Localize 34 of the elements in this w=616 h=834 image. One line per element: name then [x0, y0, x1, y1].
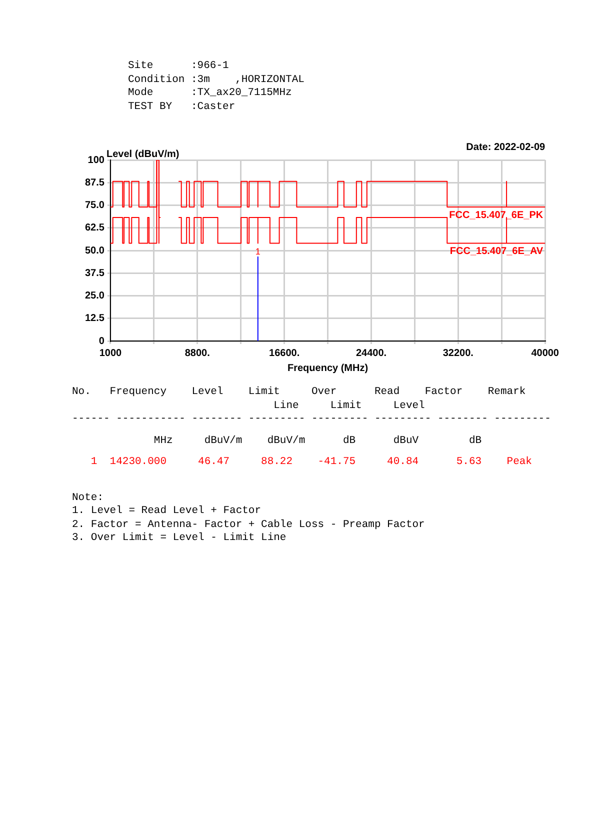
text: ------ ----------- -------- --------- --------- --------- -------- --------- [72, 413, 551, 426]
x-tick-label: 16600. [269, 348, 300, 359]
text: Line Limit Level [272, 400, 426, 413]
text: TEST BY :Caster [128, 100, 236, 114]
y-tick-label: 62.5 [84, 222, 105, 234]
text: Mode :TX_ax20_7115MHz [128, 87, 293, 100]
y-tick-label: 12.5 [84, 313, 105, 324]
text: 1. Level = Read Level + Factor [72, 505, 262, 518]
y-tick-label: 0 [98, 336, 105, 347]
text: Condition :3m ,HORIZONTAL [128, 74, 304, 87]
text: MHz dBuV/m dBuV/m dB dBuV dB [152, 434, 483, 448]
text: No. Frequency Level Limit Over Read Factor Remark [72, 386, 527, 400]
series-label: FCC_15.407_6E_AV [450, 246, 544, 258]
y-tick-label: 25.0 [84, 290, 105, 302]
y-tick-label: 87.5 [84, 177, 105, 188]
x-tick-label: 1000 [99, 348, 122, 359]
y-tick-label: 75.0 [84, 200, 105, 211]
x-tick-label: 32200. [442, 348, 474, 359]
annotation: 1 [255, 246, 260, 256]
x-tick-label: 24400. [356, 348, 387, 359]
x-tick-label: 40000 [531, 348, 560, 359]
text: 2. Factor = Antenna- Factor + Cable Loss - Preamp Factor [72, 518, 426, 532]
y-axis-title: Level (dBuV/m) [106, 148, 180, 160]
text: 1 14230.000 46.47 88.22 -41.75 40.84 5.63 Peak [90, 456, 533, 470]
text: Date: 2022-02-09 [466, 142, 546, 153]
x-tick-label: 8800. [184, 348, 210, 359]
series-label: FCC_15.407_6E_PK [449, 210, 544, 221]
text: Note: [72, 492, 105, 505]
text: 3. Over Limit = Level - Limit Line [72, 532, 288, 546]
x-axis-title: Frequency (MHz) [288, 362, 368, 374]
y-tick-label: 100 [88, 154, 105, 166]
text: Site :966-1 [128, 60, 230, 74]
y-tick-label: 37.5 [84, 268, 105, 279]
y-tick-label: 50.0 [84, 245, 105, 256]
